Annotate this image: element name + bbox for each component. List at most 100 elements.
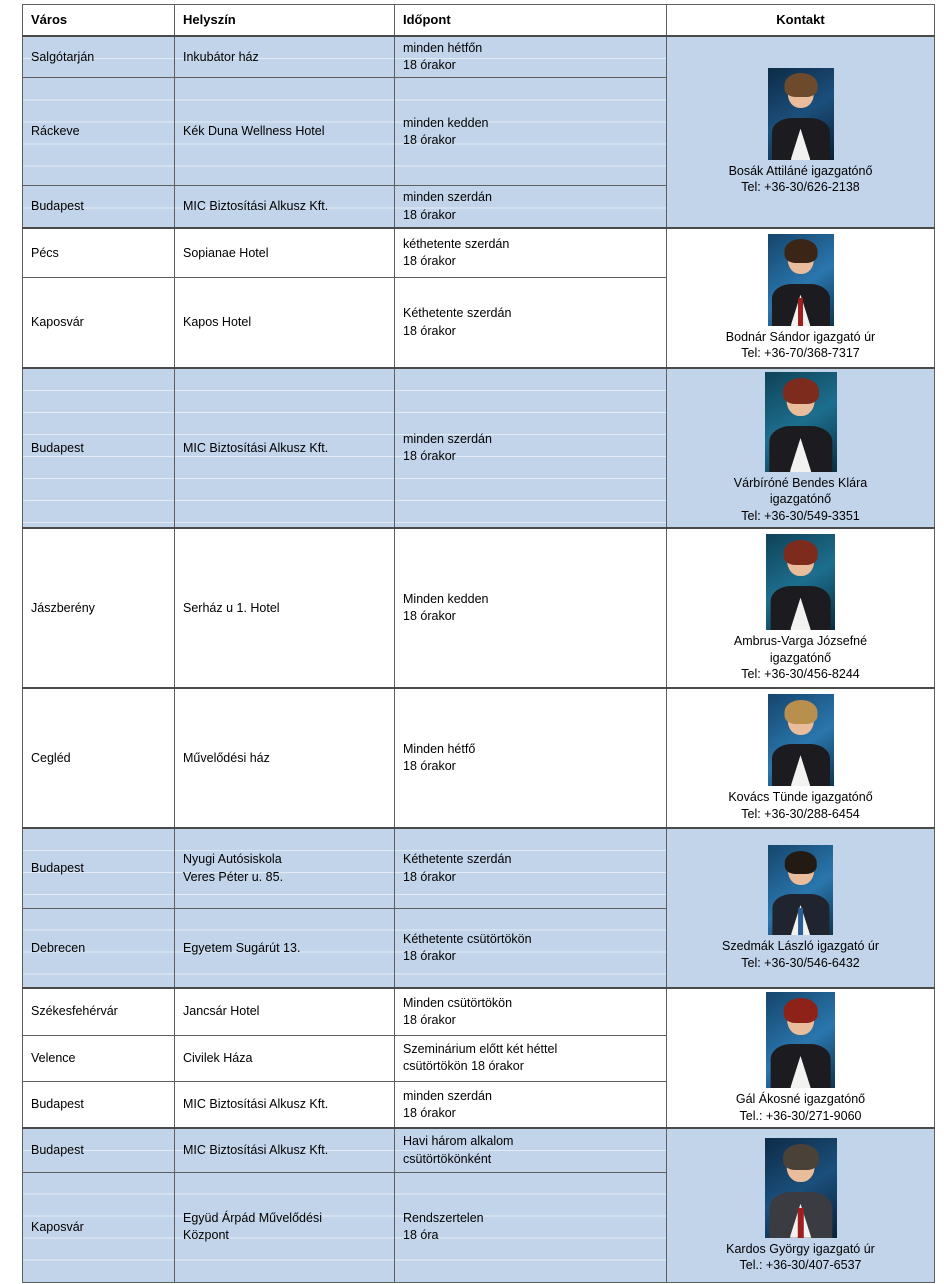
contact-name: Bosák Attiláné igazgatónő: [728, 163, 873, 178]
table-row: Cegléd Művelődési ház Minden hétfő 18 órako…: [22, 687, 935, 829]
cell-time: Kéthetente szerdán 18 órakor: [394, 277, 667, 369]
contact-card: Szedmák László igazgató úr Tel: +36-30/54…: [675, 845, 926, 971]
cell-venue: Művelődési ház: [174, 687, 395, 829]
contact-name: Ambrus-Varga Józsefné: [733, 634, 868, 649]
cell-venue: Jancsár Hotel: [174, 987, 395, 1036]
contact-phone: Tel: +36-30/456-8244: [741, 667, 860, 682]
portrait-hair: [783, 998, 818, 1024]
cell-venue: Inkubátor ház: [174, 34, 395, 79]
portrait-woman-auburn-hair: [764, 371, 837, 472]
portrait-man-blue-tie: [768, 845, 833, 936]
contact-name: Kovács Tünde igazgatónő: [728, 790, 873, 805]
table-row: Pécs Sopianae Hotel kéthetente szerdán 18 ó…: [22, 226, 935, 369]
cell-venue: MIC Biztosítási Alkusz Kft.: [174, 1127, 395, 1173]
cell-city: Kaposvár: [22, 1171, 175, 1283]
portrait-hair: [784, 850, 817, 875]
portrait-tie: [797, 1207, 804, 1238]
contact-name: Szedmák László igazgató úr: [721, 939, 880, 954]
table-row: Budapest Nyugi Autósiskola Veres Péter u. …: [22, 827, 935, 989]
cell-time: Minden csütörtökön 18 órakor: [394, 987, 667, 1036]
contact-card: Kardos György igazgató úr Tel.: +36-30/40…: [675, 1137, 926, 1274]
contact-phone: Tel.: +36-30/407-6537: [739, 1258, 862, 1273]
cell-time: Kéthetente csütörtökön 18 órakor: [394, 907, 667, 989]
cell-contact: Ambrus-Varga Józsefné igazgatónő Tel: +36-…: [666, 527, 935, 689]
table-row: Ráckeve Kék Duna Wellness Hotel minden ked…: [22, 77, 935, 187]
cell-time: Szeminárium előtt két héttel csütörtökön …: [394, 1034, 667, 1083]
cell-venue: MIC Biztosítási Alkusz Kft.: [174, 185, 395, 229]
contact-title: igazgatónő: [769, 650, 832, 665]
cell-city: Ráckeve: [22, 77, 175, 187]
cell-contact: Bosák Attiláné igazgatónő Tel: +36-30/626…: [666, 34, 935, 229]
cell-contact: Kardos György igazgató úr Tel.: +36-30/40…: [666, 1127, 935, 1283]
contact-phone: Tel: +36-30/288-6454: [741, 806, 860, 821]
cell-city: Jászberény: [22, 527, 175, 689]
cell-city: Salgótarján: [22, 34, 175, 79]
portrait-hair: [783, 539, 818, 565]
portrait-man-red-tie: [764, 1137, 837, 1238]
contact-phone: Tel: +36-30/626-2138: [741, 180, 860, 195]
cell-venue: Kék Duna Wellness Hotel: [174, 77, 395, 187]
cell-city: Pécs: [22, 226, 175, 279]
contact-name: Bodnár Sándor igazgató úr: [725, 329, 876, 344]
cell-venue: Sopianae Hotel: [174, 226, 395, 279]
portrait-man-dark-hair: [767, 233, 834, 326]
cell-contact: Gál Ákosné igazgatónő Tel.: +36-30/271-90…: [666, 987, 935, 1129]
cell-time: minden szerdán 18 órakor: [394, 1081, 667, 1129]
table-header: Város Helyszín Időpont Kontakt: [22, 3, 935, 37]
contact-card: Bosák Attiláné igazgatónő Tel: +36-30/626…: [675, 67, 926, 196]
cell-city: Budapest: [22, 185, 175, 229]
cell-contact: Szedmák László igazgató úr Tel: +36-30/54…: [666, 827, 935, 989]
cell-time: minden szerdán 18 órakor: [394, 185, 667, 229]
portrait-tie: [797, 298, 804, 326]
header-row: Város Helyszín Időpont Kontakt: [22, 3, 935, 37]
contact-phone: Tel.: +36-30/271-9060: [739, 1108, 862, 1123]
cell-venue: MIC Biztosítási Alkusz Kft.: [174, 1081, 395, 1129]
cell-time: Rendszertelen 18 óra: [394, 1171, 667, 1283]
table-row: Kaposvár Együd Árpád Művelődési Központ Ren…: [22, 1171, 935, 1283]
cell-venue: Serház u 1. Hotel: [174, 527, 395, 689]
cell-city: Budapest: [22, 1081, 175, 1129]
cell-venue: Kapos Hotel: [174, 277, 395, 369]
table-row: Budapest MIC Biztosítási Alkusz Kft. Havi …: [22, 1127, 935, 1283]
cell-city: Cegléd: [22, 687, 175, 829]
cell-time: Havi három alkalom csütörtökönként: [394, 1127, 667, 1173]
table-row: Székesfehérvár Jancsár Hotel Minden csütör…: [22, 987, 935, 1129]
contact-name: Kardos György igazgató úr: [726, 1241, 875, 1256]
cell-city: Velence: [22, 1034, 175, 1083]
portrait-woman-brown-hair: [767, 67, 834, 160]
table-row: Jászberény Serház u 1. Hotel Minden kedden…: [22, 527, 935, 689]
portrait-hair: [784, 239, 817, 264]
cell-contact: Kovács Tünde igazgatónő Tel: +36-30/288-6…: [666, 687, 935, 829]
cell-city: Kaposvár: [22, 277, 175, 369]
portrait-woman-blond-hair: [767, 694, 834, 787]
portrait-hair: [782, 377, 819, 404]
cell-time: minden hétfőn 18 órakor: [394, 34, 667, 79]
column-header-venue: Helyszín: [174, 3, 395, 37]
cell-time: minden szerdán 18 órakor: [394, 366, 667, 529]
cell-contact: Várbíróné Bendes Klára igazgatónő Tel: +36…: [666, 366, 935, 529]
contact-card: Ambrus-Varga Józsefné igazgatónő Tel: +36-…: [675, 534, 926, 683]
table-row: Salgótarján Inkubátor ház minden hétfőn 18 …: [22, 34, 935, 229]
portrait-hair: [784, 73, 817, 98]
seminar-schedule-table: Város Helyszín Időpont Kontakt Salgótarj…: [22, 3, 935, 1283]
contact-phone: Tel: +36-70/368-7317: [741, 346, 860, 361]
contact-name: Várbíróné Bendes Klára: [733, 475, 868, 490]
portrait-tie: [797, 908, 804, 936]
portrait-hair: [784, 699, 817, 724]
contact-title: igazgatónő: [769, 492, 832, 507]
contact-name: Gál Ákosné igazgatónő: [735, 1092, 866, 1107]
portrait-woman-red-hair: [766, 534, 835, 631]
table-row: Debrecen Egyetem Sugárút 13. Kéthetente cs…: [22, 907, 935, 989]
contact-phone: Tel: +36-30/549-3351: [741, 508, 860, 523]
cell-venue: Civilek Háza: [174, 1034, 395, 1083]
cell-city: Budapest: [22, 1127, 175, 1173]
cell-city: Budapest: [22, 366, 175, 529]
cell-time: Minden kedden 18 órakor: [394, 527, 667, 689]
table-row: Budapest MIC Biztosítási Alkusz Kft. minde…: [22, 366, 935, 529]
contact-card: Várbíróné Bendes Klára igazgatónő Tel: +36…: [675, 371, 926, 525]
cell-city: Székesfehérvár: [22, 987, 175, 1036]
cell-venue: Együd Árpád Művelődési Központ: [174, 1171, 395, 1283]
cell-city: Budapest: [22, 827, 175, 909]
cell-venue: Egyetem Sugárút 13.: [174, 907, 395, 989]
